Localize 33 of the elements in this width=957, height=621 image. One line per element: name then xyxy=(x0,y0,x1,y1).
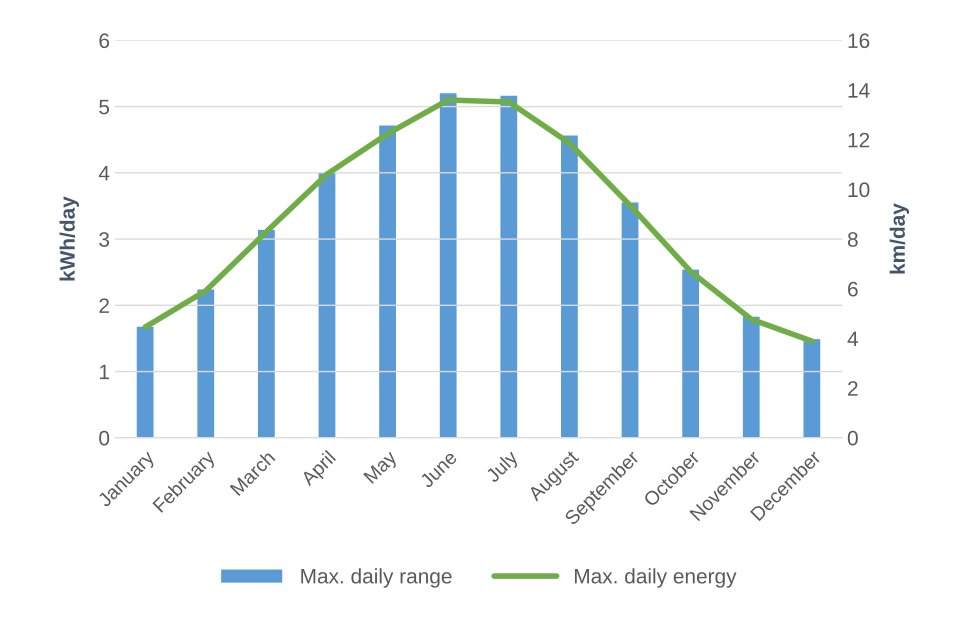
bar xyxy=(802,338,822,438)
bar xyxy=(560,134,580,438)
legend-label: Max. daily energy xyxy=(575,568,737,588)
y2-tick-label: 16 xyxy=(848,33,870,48)
bar xyxy=(741,315,762,438)
bar xyxy=(378,124,398,438)
y-tick-label: 0 xyxy=(99,430,110,446)
y2-tick-label: 6 xyxy=(848,282,858,297)
y-tick-label: 4 xyxy=(98,166,110,180)
y2-tick-label: 14 xyxy=(848,83,870,98)
y2-axis-title: km/day xyxy=(890,203,910,274)
y-tick-label: 5 xyxy=(99,100,110,114)
x-tick-label: May xyxy=(363,449,400,487)
y2-tick-label: 4 xyxy=(848,332,858,346)
y2-tick-label: 10 xyxy=(848,182,870,198)
y-tick-label: 6 xyxy=(99,33,110,48)
legend-label: Max. daily range xyxy=(301,568,452,588)
bar xyxy=(256,228,276,438)
bar xyxy=(438,92,458,438)
bar xyxy=(135,325,155,438)
bar xyxy=(196,288,216,438)
bar xyxy=(499,94,519,438)
y-tick-label: 2 xyxy=(99,298,109,313)
y2-tick-label: 8 xyxy=(848,232,858,247)
y-tick-label: 1 xyxy=(100,364,109,380)
y-axis-title: kWh/day xyxy=(60,196,79,280)
x-tick-label: July xyxy=(484,448,522,486)
bar xyxy=(620,201,640,438)
y-tick-label: 3 xyxy=(99,232,110,247)
y2-tick-label: 0 xyxy=(848,430,858,446)
bar xyxy=(680,268,700,438)
y2-tick-label: 2 xyxy=(848,381,858,396)
y2-tick-label: 12 xyxy=(848,132,870,148)
